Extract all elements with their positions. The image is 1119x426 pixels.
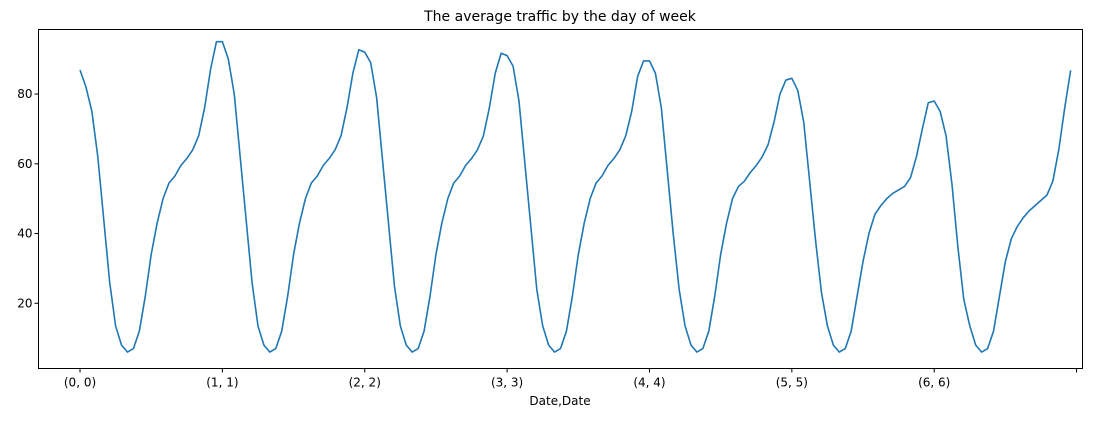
- x-tick-label: (3, 3): [491, 376, 523, 390]
- y-tick-label: 40: [17, 227, 32, 241]
- chart-title: The average traffic by the day of week: [423, 9, 697, 25]
- y-tick-label: 80: [17, 87, 32, 101]
- y-tick-label: 20: [17, 296, 32, 310]
- plot-frame: [38, 29, 1083, 369]
- x-axis-label: Date,Date: [529, 394, 590, 408]
- x-tick-label: (5, 5): [776, 376, 808, 390]
- x-tick-label: (1, 1): [206, 376, 238, 390]
- series-line-0: [79, 40, 1072, 353]
- x-tick-label: (6, 6): [918, 376, 950, 390]
- x-tick-label: (0, 0): [64, 376, 96, 390]
- x-tick-label: (2, 2): [349, 376, 381, 390]
- y-axis: 20 40 60 80: [17, 87, 39, 310]
- x-tick-label: (4, 4): [633, 376, 665, 390]
- x-axis: (0, 0) (1, 1) (2, 2) (3, 3) (4, 4) (5, 5) (6, …: [64, 368, 1078, 390]
- y-tick-label: 60: [17, 157, 32, 171]
- plot-area: [79, 40, 1072, 353]
